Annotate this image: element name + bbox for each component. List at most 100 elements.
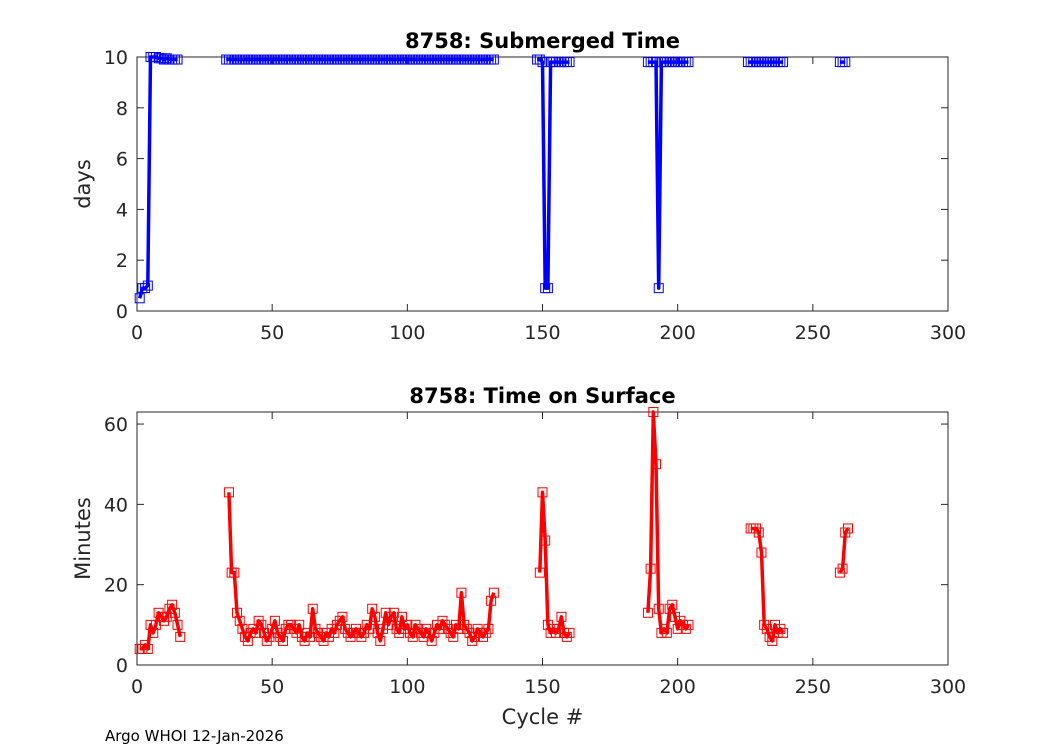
data-point — [396, 611, 407, 622]
data-point — [156, 53, 167, 64]
data-point — [169, 607, 180, 618]
data-point — [223, 487, 234, 498]
data-point — [648, 407, 659, 417]
x-tick-label: 300 — [930, 322, 966, 344]
data-point — [753, 527, 764, 538]
data-point — [250, 627, 261, 638]
data-point — [337, 611, 348, 622]
data-point — [564, 57, 575, 68]
data-point — [242, 635, 253, 646]
data-point — [486, 595, 497, 606]
data-point — [269, 615, 280, 626]
data-point — [134, 293, 145, 304]
data-point — [277, 635, 288, 646]
data-point — [167, 599, 178, 610]
y-tick-label: 0 — [116, 301, 128, 323]
chart-panel-2: 0 50 100 150 200 250 300 0 20 40 60 8758: Time on S… — [71, 384, 966, 729]
data-point — [483, 623, 494, 634]
x-tick-label: 50 — [260, 676, 284, 698]
data-point — [542, 283, 553, 294]
data-point — [683, 619, 694, 630]
data-point — [642, 607, 653, 618]
x-tick-label: 250 — [795, 322, 831, 344]
y-axis-label: days — [71, 159, 95, 209]
y-tick-label: 60 — [104, 414, 128, 436]
data-point — [756, 547, 767, 558]
data-point — [778, 57, 789, 68]
series-line — [646, 410, 690, 635]
data-point — [778, 627, 789, 638]
data-point — [159, 54, 170, 65]
data-point — [307, 603, 318, 614]
data-point — [148, 627, 159, 638]
chart-title: 8758: Submerged Time — [405, 29, 680, 53]
data-point — [842, 523, 853, 534]
data-point — [402, 619, 413, 630]
chart-title: 8758: Time on Surface — [409, 384, 675, 408]
data-point — [534, 54, 545, 65]
data-point — [661, 627, 672, 638]
x-tick-label: 200 — [660, 322, 696, 344]
x-tick-label: 200 — [660, 676, 696, 698]
x-tick-label: 300 — [930, 676, 966, 698]
data-point — [837, 563, 848, 574]
data-point — [256, 619, 267, 630]
data-point — [234, 615, 245, 626]
x-tick-label: 150 — [524, 676, 560, 698]
data-point — [651, 459, 662, 470]
data-point — [667, 599, 678, 610]
y-tick-label: 40 — [104, 494, 128, 516]
chart-panel-1: 0 50 100 150 200 250 300 0 2 4 6 8 10 8758: Submerged… — [71, 29, 966, 344]
x-tick-label: 150 — [524, 322, 560, 344]
y-tick-label: 2 — [116, 250, 128, 272]
data-point — [142, 280, 153, 291]
data-point — [145, 619, 156, 630]
data-point — [329, 627, 340, 638]
data-point — [564, 627, 575, 638]
x-tick-label: 0 — [131, 322, 143, 344]
data-point — [537, 57, 548, 68]
data-point — [232, 607, 243, 618]
data-point — [369, 611, 380, 622]
data-point — [426, 635, 437, 646]
data-point — [172, 54, 183, 65]
x-axis-label: Cycle # — [502, 705, 584, 729]
data-point — [150, 52, 161, 62]
footer-text: Argo WHOI 12-Jan-2026 — [105, 727, 284, 745]
y-tick-label: 4 — [116, 199, 128, 221]
data-point — [161, 53, 172, 64]
x-tick-label: 0 — [131, 676, 143, 698]
series-line — [838, 527, 850, 574]
data-point — [683, 57, 694, 68]
data-point — [375, 635, 386, 646]
x-tick-label: 250 — [795, 676, 831, 698]
y-tick-label: 0 — [116, 655, 128, 677]
data-point — [172, 619, 183, 630]
x-tick-label: 100 — [389, 676, 425, 698]
data-point — [540, 535, 551, 546]
data-point — [534, 567, 545, 578]
data-point — [142, 643, 153, 654]
y-axis-label: Minutes — [71, 497, 95, 580]
x-tick-label: 100 — [389, 322, 425, 344]
data-point — [767, 635, 778, 646]
data-point — [448, 631, 459, 642]
data-point — [556, 611, 567, 622]
data-point — [456, 587, 467, 598]
x-tick-label: 50 — [260, 322, 284, 344]
data-point — [488, 587, 499, 598]
data-point — [653, 283, 664, 294]
y-tick-label: 8 — [116, 98, 128, 120]
data-point — [840, 57, 851, 68]
data-point — [140, 283, 151, 294]
data-point — [423, 627, 434, 638]
y-tick-label: 10 — [104, 47, 128, 69]
data-point — [651, 57, 662, 68]
data-point — [294, 619, 305, 630]
y-tick-label: 6 — [116, 149, 128, 171]
data-point — [645, 563, 656, 574]
data-point — [229, 567, 240, 578]
data-point — [537, 487, 548, 498]
data-point — [653, 603, 664, 614]
